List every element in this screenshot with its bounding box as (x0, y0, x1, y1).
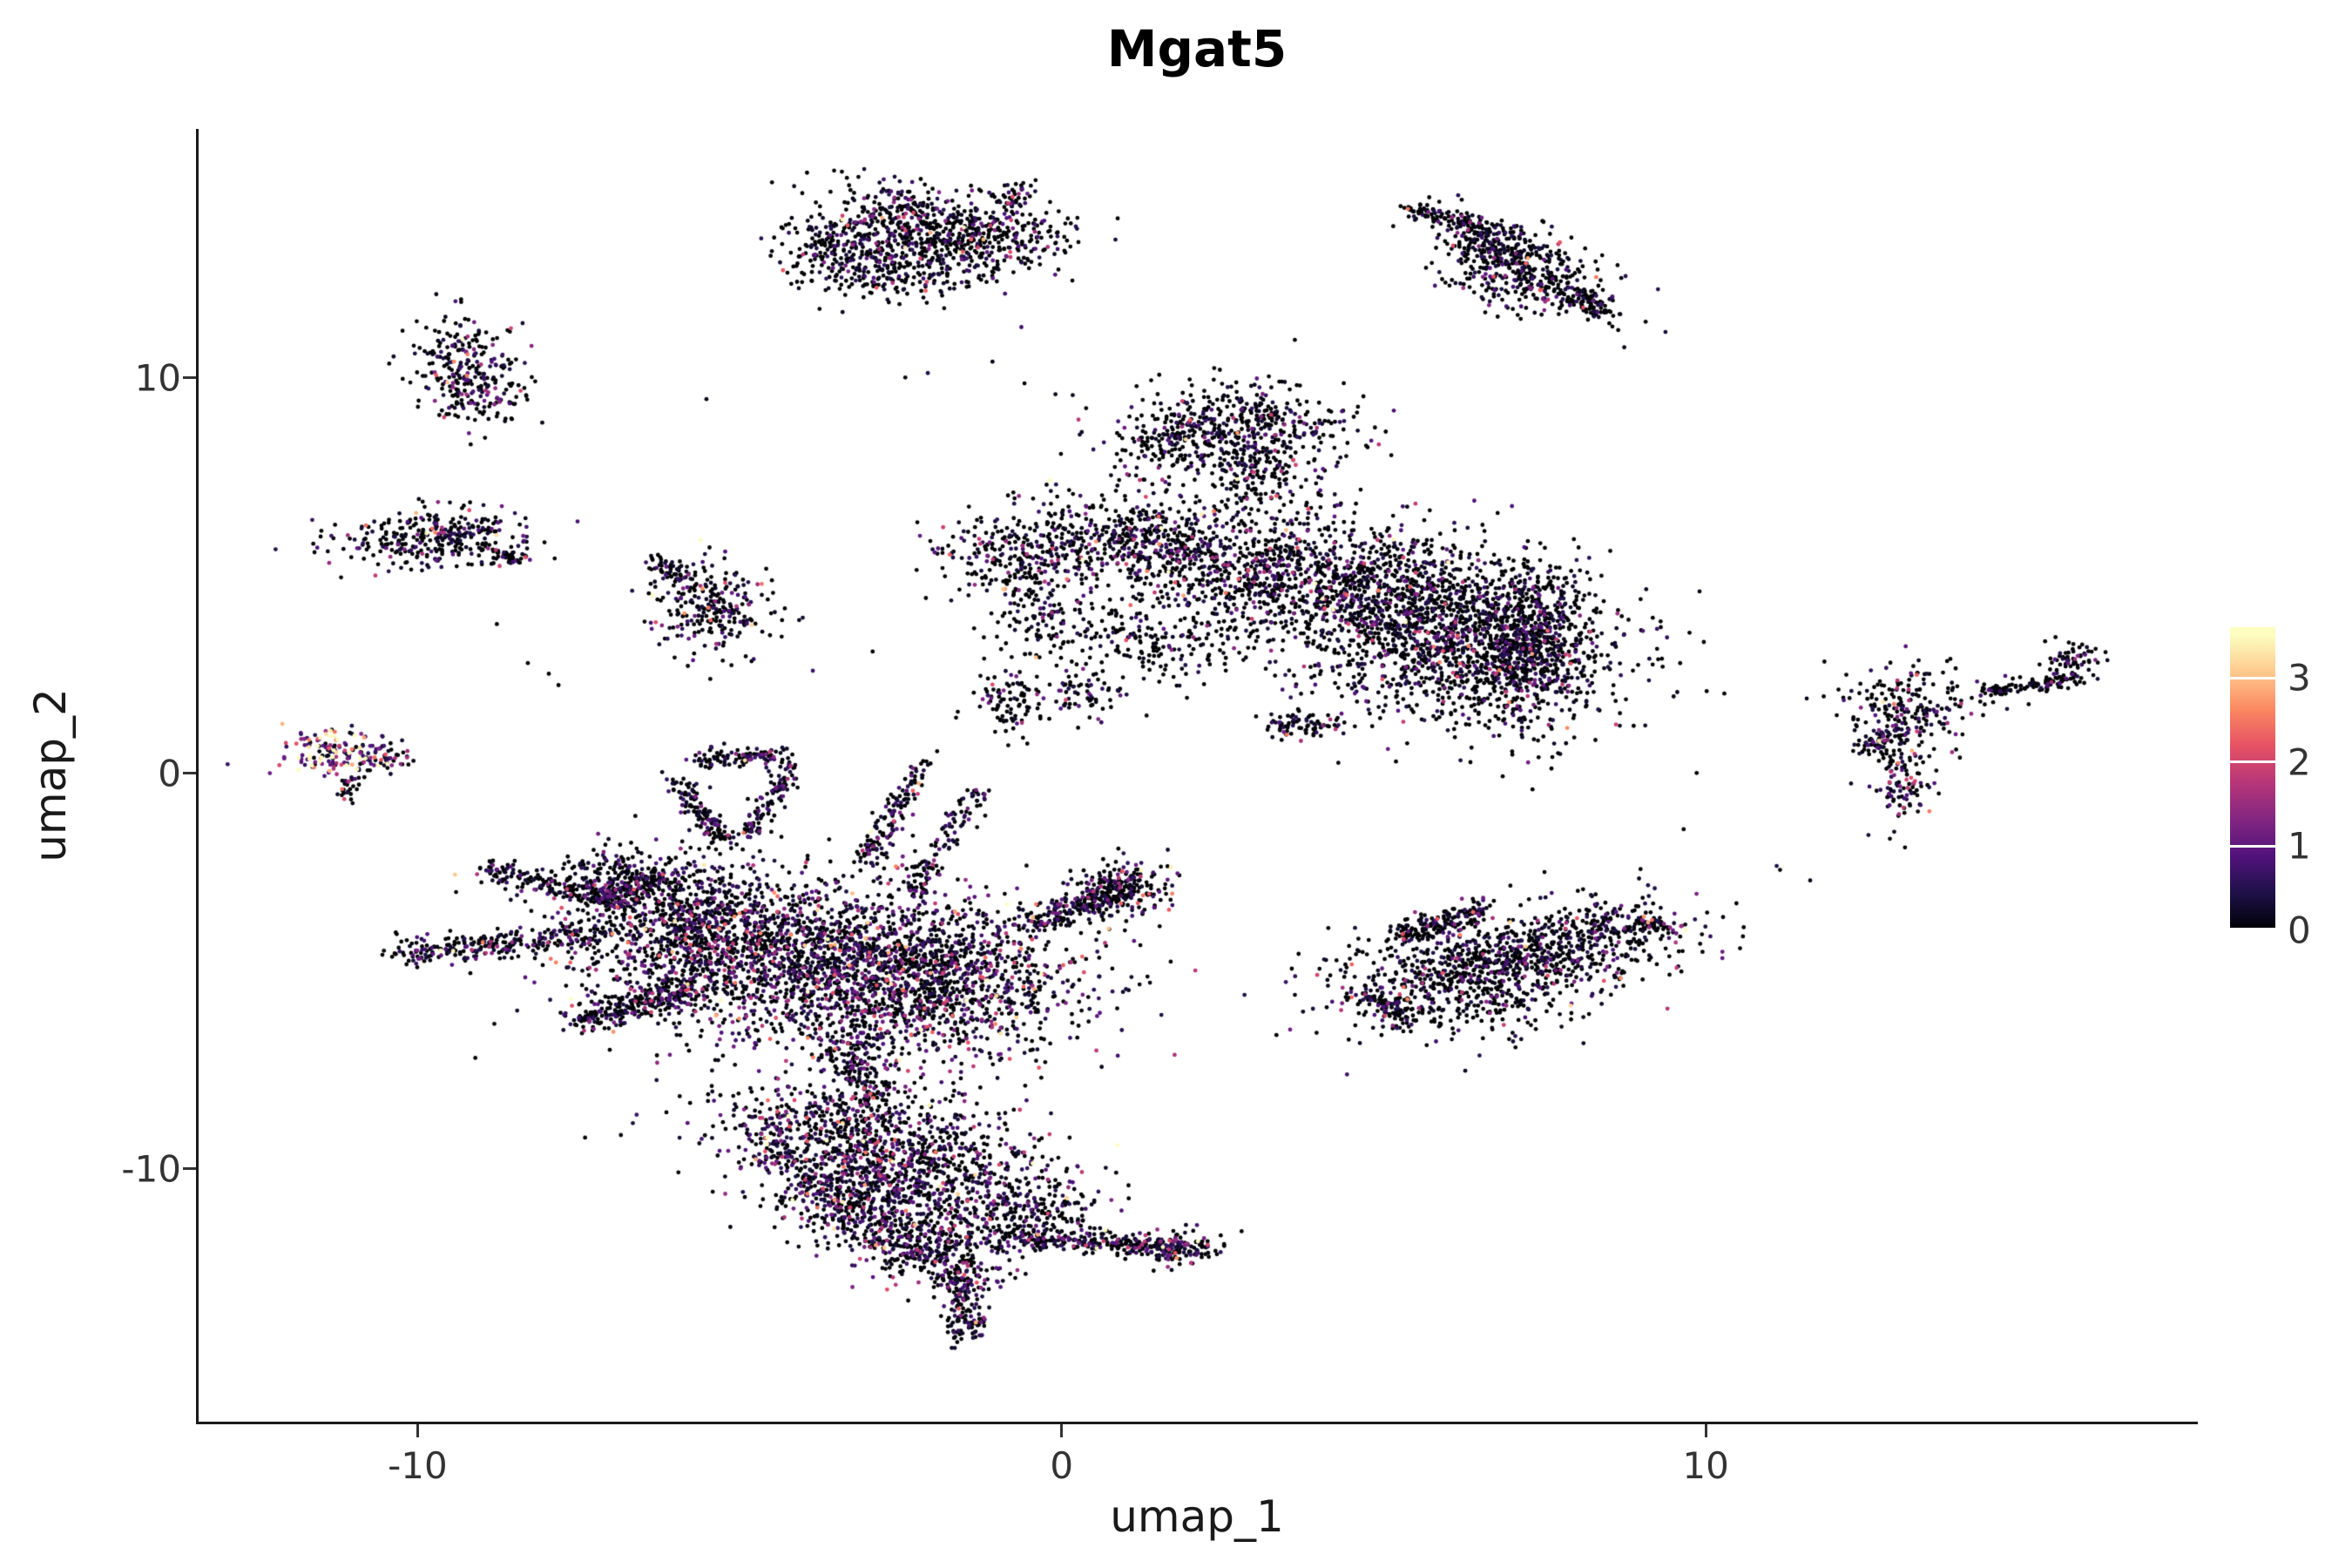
legend-tick-label: 2 (2288, 740, 2311, 784)
legend-tick-label: 1 (2288, 824, 2311, 868)
x-axis-line (196, 1422, 2198, 1424)
x-tick-label: -10 (388, 1444, 448, 1487)
y-axis-line (196, 129, 199, 1424)
expression-legend: 3 2 1 0 (2230, 627, 2352, 952)
legend-tick-label: 0 (2288, 909, 2311, 952)
colorbar-tick-mark (2230, 676, 2275, 679)
y-tick-label: 0 (158, 752, 181, 795)
x-tick-mark (1060, 1424, 1064, 1437)
colorbar-tick-mark (2230, 760, 2275, 764)
x-tick-mark (1704, 1424, 1707, 1437)
x-axis-title: umap_1 (1110, 1491, 1284, 1542)
y-tick-mark (183, 1167, 196, 1171)
umap-scatter-canvas (199, 129, 2195, 1422)
y-axis-title: umap_2 (25, 688, 76, 862)
x-tick-label: 10 (1682, 1444, 1729, 1487)
colorbar-tick-mark (2230, 844, 2275, 848)
colorbar-gradient (2230, 627, 2275, 930)
x-tick-mark (416, 1424, 419, 1437)
y-tick-label: -10 (121, 1147, 181, 1191)
colorbar-tick-mark (2230, 928, 2275, 930)
y-tick-label: 10 (134, 356, 181, 400)
plot-panel (199, 129, 2195, 1422)
plot-title: Mgat5 (1106, 19, 1288, 78)
legend-tick-label: 3 (2288, 656, 2311, 700)
x-tick-label: 0 (1050, 1444, 1074, 1487)
y-tick-mark (183, 772, 196, 775)
y-tick-mark (183, 376, 196, 380)
